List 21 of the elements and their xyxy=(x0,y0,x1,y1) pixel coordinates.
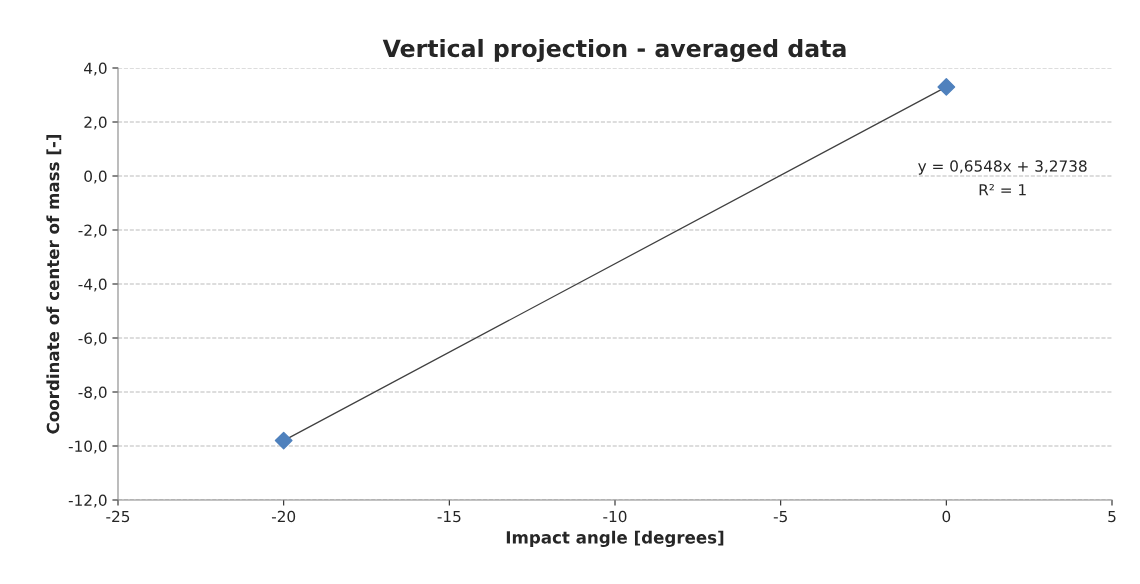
x-tick-label: -5 xyxy=(773,510,787,523)
y-tick-label: -12,0 xyxy=(68,494,107,508)
y-tick-label: -6,0 xyxy=(78,332,107,346)
x-tick-label: 5 xyxy=(1108,510,1116,523)
y-tick-label: 2,0 xyxy=(84,116,107,130)
x-tick-label: -10 xyxy=(603,510,627,523)
x-tick-label: -15 xyxy=(437,510,461,523)
y-tick-label: -2,0 xyxy=(78,224,107,238)
x-tick-label: -20 xyxy=(271,510,296,523)
y-tick-label: 4,0 xyxy=(84,62,107,76)
y-tick-label: -10,0 xyxy=(68,440,107,454)
x-tick-label: 0 xyxy=(942,510,951,523)
y-tick-label: 0,0 xyxy=(84,170,107,184)
y-tick-label: -8,0 xyxy=(78,386,107,400)
x-tick-label: -25 xyxy=(106,510,130,523)
y-tick-label: -4,0 xyxy=(78,278,107,292)
x-axis-title: Impact angle [degrees] xyxy=(506,530,724,548)
annotation: y = 0,6548x + 3,2738 xyxy=(918,160,1087,175)
annotation: R² = 1 xyxy=(979,184,1026,196)
y-axis-title: Coordinate of center of mass [-] xyxy=(46,134,62,434)
chart-title: Vertical projection - averaged data xyxy=(382,38,846,62)
